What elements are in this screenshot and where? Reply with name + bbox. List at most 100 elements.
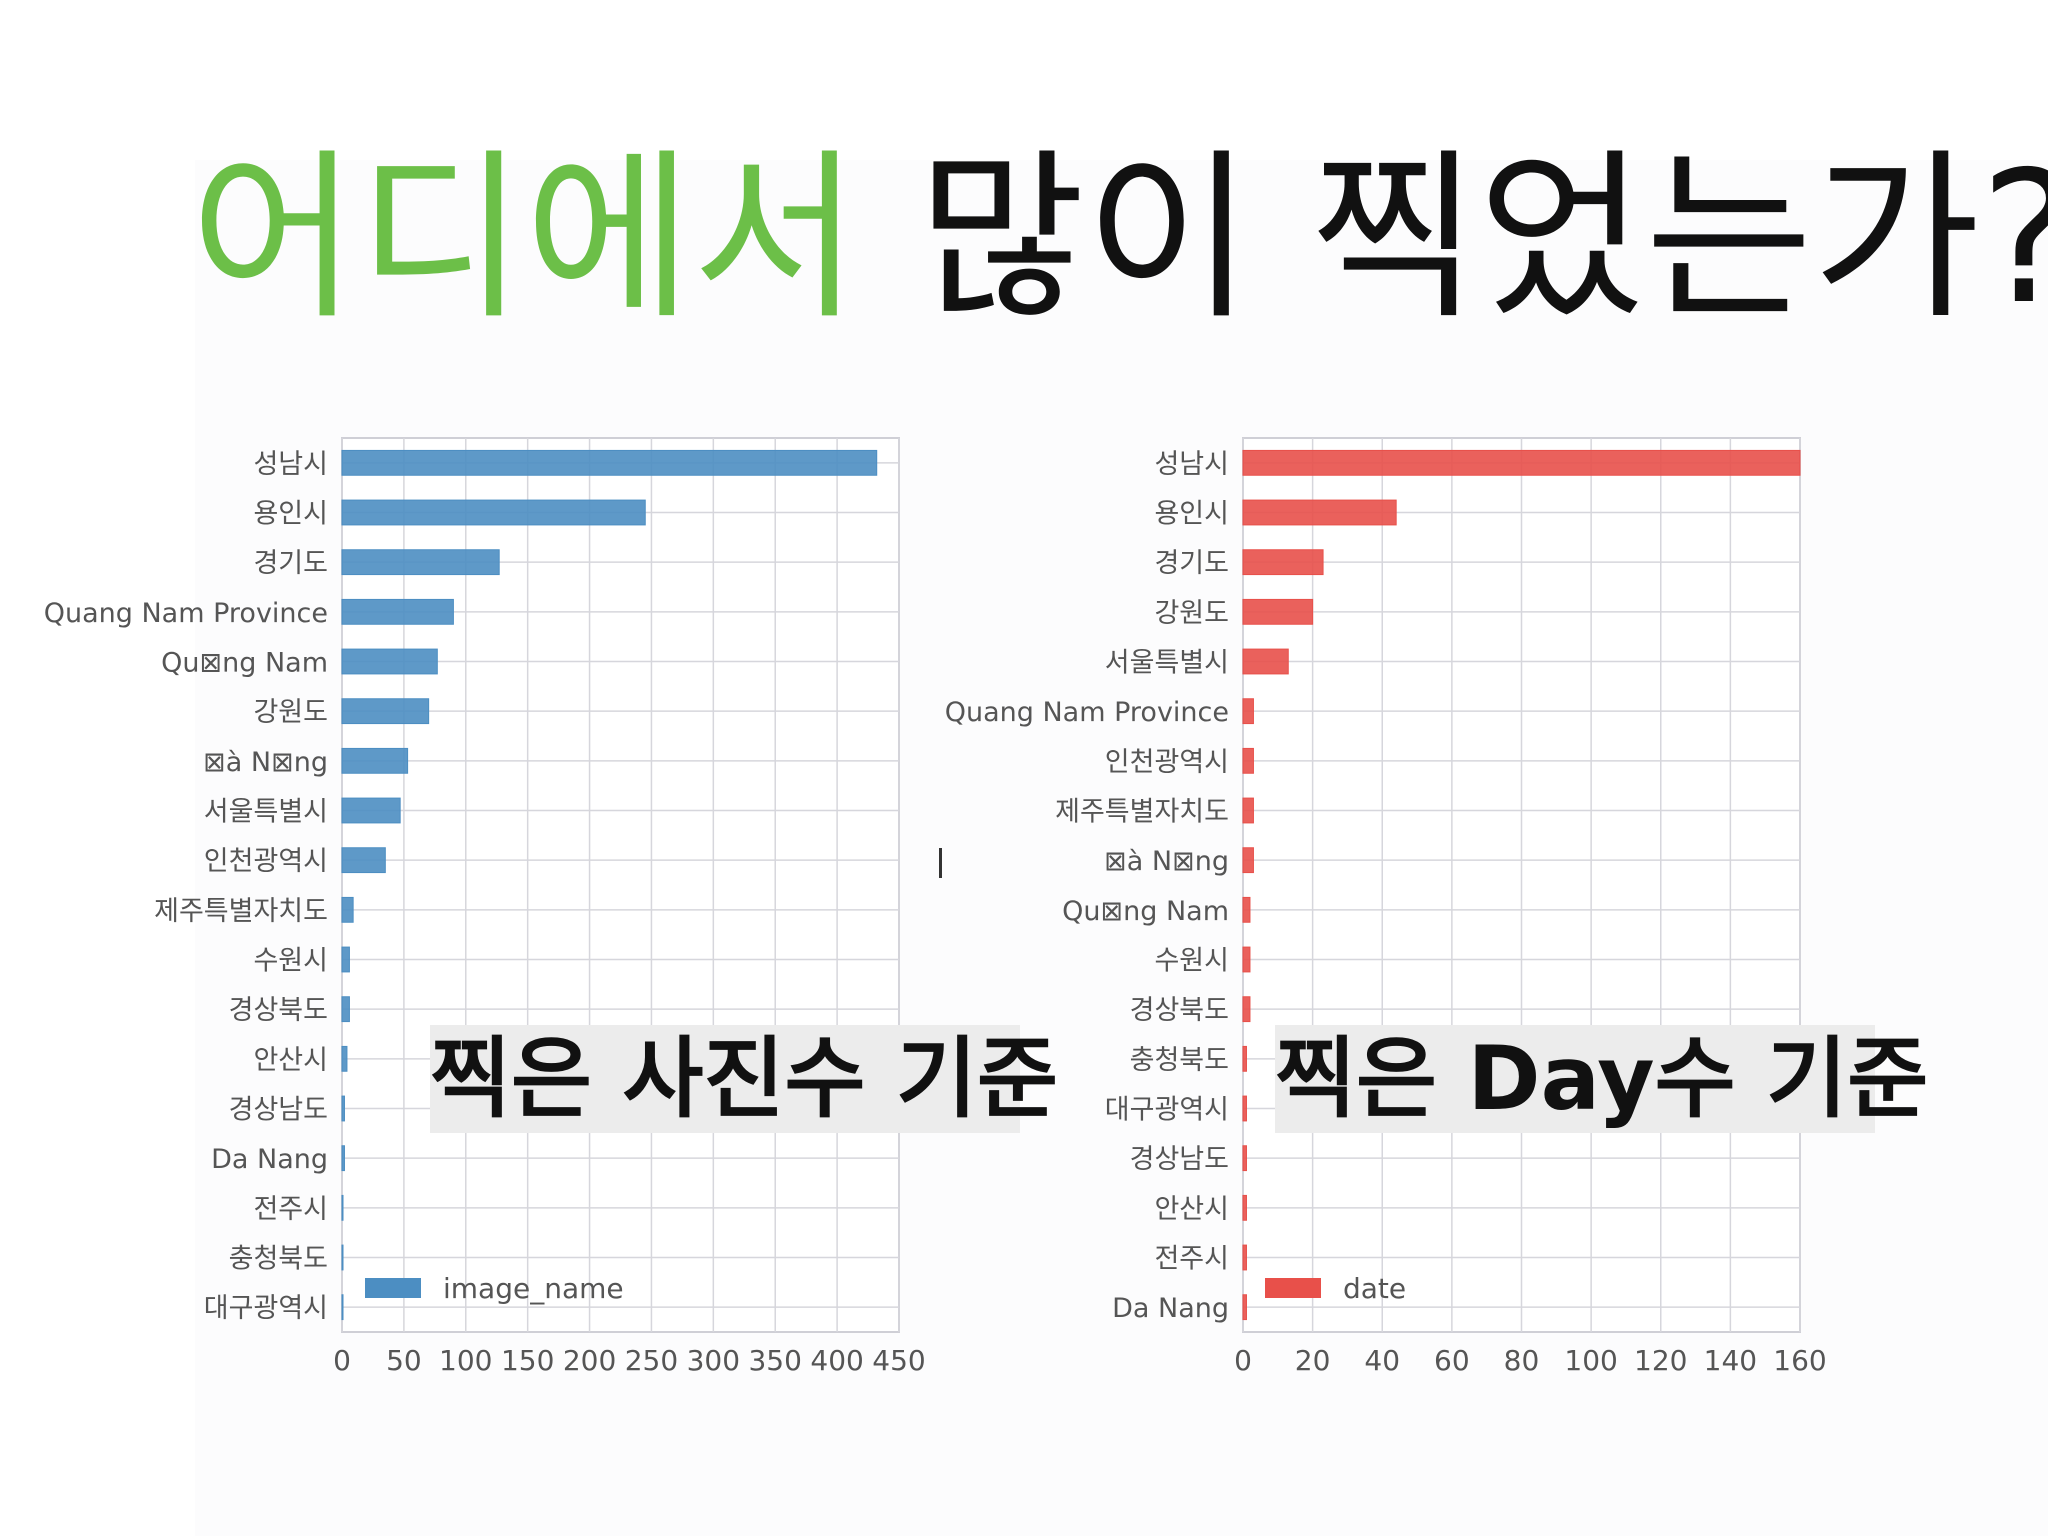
bar bbox=[341, 1045, 348, 1072]
x-tick-label: 20 bbox=[1295, 1344, 1331, 1377]
bar bbox=[1242, 797, 1254, 824]
legend-swatch bbox=[365, 1278, 421, 1298]
caption-photo-count: 찍은 사진수 기준 bbox=[430, 1025, 1058, 1133]
y-tick-label: 충청북도 bbox=[1130, 1045, 1229, 1076]
y-tick-label: 경상남도 bbox=[229, 1095, 328, 1126]
bar bbox=[341, 1095, 345, 1122]
y-tick-label: 경기도 bbox=[253, 548, 328, 579]
x-tick-label: 300 bbox=[687, 1344, 740, 1377]
y-tick-label: 제주특별자치도 bbox=[154, 896, 328, 927]
bar bbox=[341, 896, 354, 923]
y-tick-label: 제주특별자치도 bbox=[1055, 797, 1229, 828]
y-tick-label: 용인시 bbox=[1154, 499, 1229, 530]
bar bbox=[1242, 1045, 1247, 1072]
y-tick-label: Da Nang bbox=[211, 1144, 328, 1175]
y-tick-label: 수원시 bbox=[253, 946, 328, 977]
bar bbox=[341, 1244, 344, 1271]
bar bbox=[341, 946, 350, 973]
bar bbox=[1242, 549, 1324, 576]
caption-day-count: 찍은 Day수 기준 bbox=[1275, 1025, 1928, 1133]
x-tick-label: 250 bbox=[625, 1344, 678, 1377]
bar bbox=[1242, 1145, 1247, 1172]
y-tick-label: 강원도 bbox=[1154, 598, 1229, 629]
x-tick-label: 100 bbox=[439, 1344, 492, 1377]
x-tick-label: 400 bbox=[810, 1344, 863, 1377]
y-tick-label: Qu⊠ng Nam bbox=[1062, 896, 1229, 927]
bar bbox=[1242, 598, 1314, 625]
y-tick-label: Da Nang bbox=[1112, 1293, 1229, 1324]
bar bbox=[1242, 946, 1251, 973]
legend-label: date bbox=[1343, 1272, 1406, 1305]
bar bbox=[1242, 896, 1251, 923]
legend-label: image_name bbox=[443, 1272, 624, 1305]
y-tick-label: Qu⊠ng Nam bbox=[161, 648, 328, 679]
legend-swatch bbox=[1265, 1278, 1321, 1298]
title-highlight: 어디에서 bbox=[190, 132, 860, 344]
bar bbox=[341, 1194, 344, 1221]
y-tick-label: 경기도 bbox=[1154, 548, 1229, 579]
x-tick-label: 120 bbox=[1634, 1344, 1687, 1377]
y-tick-label: 수원시 bbox=[1154, 946, 1229, 977]
bar bbox=[341, 499, 646, 526]
y-tick-label: 강원도 bbox=[253, 697, 328, 728]
slide-title: 어디에서 많이 찍었는가? bbox=[190, 128, 2048, 348]
y-tick-label: 성남시 bbox=[253, 449, 328, 480]
stray-mark bbox=[939, 848, 942, 878]
y-tick-label: ⊠à N⊠ng bbox=[203, 747, 328, 778]
bar bbox=[1242, 1095, 1247, 1122]
y-tick-label: Quang Nam Province bbox=[945, 697, 1229, 728]
x-tick-label: 40 bbox=[1364, 1344, 1400, 1377]
bar bbox=[1242, 747, 1254, 774]
x-tick-label: 60 bbox=[1434, 1344, 1470, 1377]
x-tick-label: 140 bbox=[1704, 1344, 1757, 1377]
y-tick-label: 경상북도 bbox=[1130, 995, 1229, 1026]
bar bbox=[341, 747, 409, 774]
y-tick-label: 전주시 bbox=[1154, 1244, 1229, 1275]
bar bbox=[341, 1145, 345, 1172]
y-tick-label: Quang Nam Province bbox=[44, 598, 328, 629]
bar bbox=[1242, 1294, 1247, 1321]
bar bbox=[341, 1294, 344, 1321]
y-tick-label: 안산시 bbox=[1154, 1194, 1229, 1225]
bar bbox=[341, 847, 386, 874]
y-tick-label: 전주시 bbox=[253, 1194, 328, 1225]
bar bbox=[341, 449, 878, 476]
y-tick-label: 용인시 bbox=[253, 499, 328, 530]
y-tick-label: 경상북도 bbox=[229, 995, 328, 1026]
x-tick-label: 50 bbox=[386, 1344, 422, 1377]
bar bbox=[1242, 698, 1254, 725]
y-tick-label: 서울특별시 bbox=[204, 797, 328, 828]
x-tick-label: 150 bbox=[501, 1344, 554, 1377]
y-tick-label: 대구광역시 bbox=[1105, 1095, 1229, 1126]
x-tick-label: 80 bbox=[1504, 1344, 1540, 1377]
y-tick-label: 안산시 bbox=[253, 1045, 328, 1076]
y-tick-label: 충청북도 bbox=[229, 1244, 328, 1275]
bar bbox=[341, 996, 350, 1023]
bar bbox=[1242, 1244, 1247, 1271]
bar bbox=[1242, 648, 1289, 675]
x-tick-label: 0 bbox=[1234, 1344, 1252, 1377]
bar bbox=[1242, 847, 1254, 874]
y-tick-label: 인천광역시 bbox=[1105, 747, 1229, 778]
x-tick-label: 160 bbox=[1773, 1344, 1826, 1377]
bar bbox=[1242, 449, 1801, 476]
bar bbox=[1242, 1194, 1247, 1221]
y-tick-label: 인천광역시 bbox=[204, 846, 328, 877]
y-tick-label: 성남시 bbox=[1154, 449, 1229, 480]
y-tick-label: 경상남도 bbox=[1130, 1144, 1229, 1175]
x-tick-label: 350 bbox=[748, 1344, 801, 1377]
y-tick-label: ⊠à N⊠ng bbox=[1104, 846, 1229, 877]
x-tick-label: 200 bbox=[563, 1344, 616, 1377]
bar bbox=[341, 698, 430, 725]
x-tick-label: 100 bbox=[1564, 1344, 1617, 1377]
bar bbox=[341, 797, 401, 824]
bar bbox=[1242, 996, 1251, 1023]
bar bbox=[341, 598, 454, 625]
x-tick-label: 0 bbox=[333, 1344, 351, 1377]
x-tick-label: 450 bbox=[872, 1344, 925, 1377]
y-tick-label: 대구광역시 bbox=[204, 1293, 328, 1324]
